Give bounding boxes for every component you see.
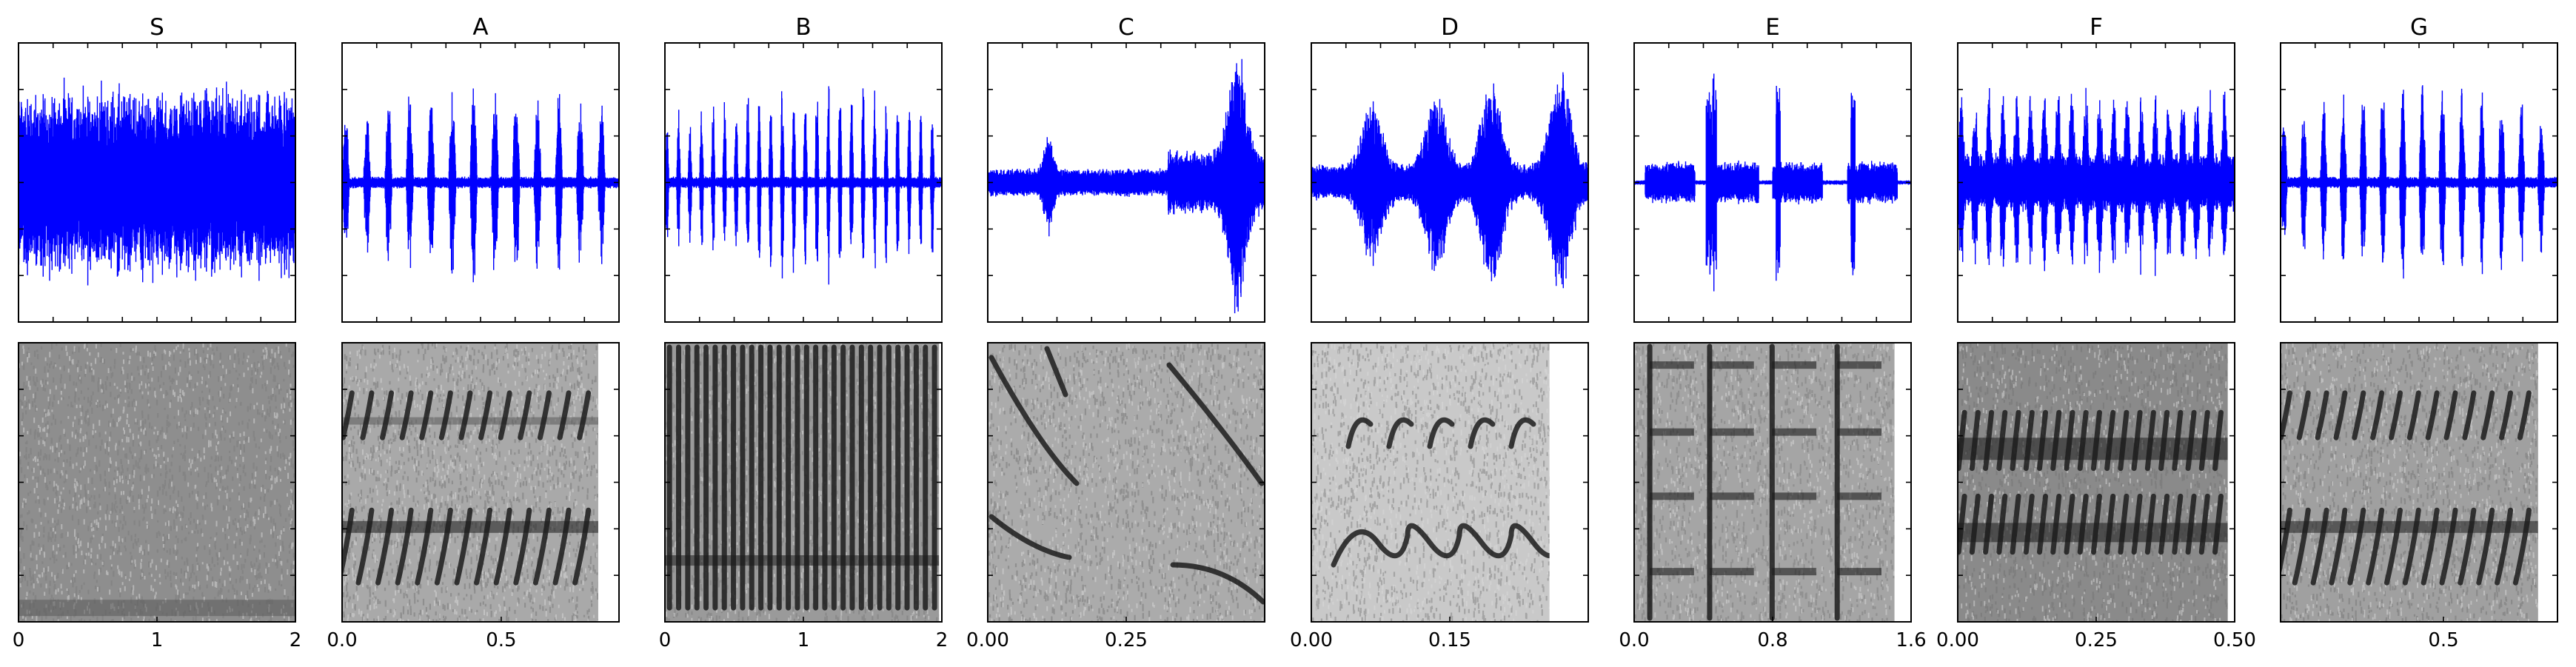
waveform-line (665, 86, 942, 285)
panel-title: S (150, 14, 164, 41)
waveform-line (342, 88, 619, 283)
spectrogram-panel-a: 0.0 0.5 (327, 342, 620, 651)
spectrogram-noise (342, 343, 598, 622)
x-tick-label: 0 (13, 629, 25, 651)
panel-title: D (1441, 14, 1459, 41)
spectrogram-noise-light (2281, 343, 2538, 622)
spectrogram-image (1311, 343, 1550, 622)
spectrogram-panel-e: 0.0 0.8 1.6 (1619, 342, 1927, 651)
spectral-contour (2281, 390, 2532, 586)
spectral-band (342, 417, 598, 425)
harmonic-band (1709, 568, 1754, 576)
waveform-panel-f: F (1957, 14, 2235, 323)
panel-title: E (1765, 14, 1780, 41)
x-tick-label: 0.00 (1290, 629, 1333, 651)
harmonic-band (1709, 492, 1754, 500)
harmonic-band (1650, 492, 1694, 500)
spectrogram-noise-light (1311, 343, 1550, 622)
waveform-panel-e: E (1633, 14, 1912, 323)
waveform-panel-s: S (18, 14, 296, 323)
waveform-line (1311, 72, 1588, 289)
harmonic-band (1837, 492, 1881, 500)
x-tick-label: 0.0 (327, 629, 357, 651)
x-tick-label: 0.00 (966, 629, 1009, 651)
spectral-contour (666, 344, 937, 611)
spectrogram-panel-c: 0.00 0.25 (966, 342, 1265, 651)
harmonic-band (1772, 428, 1817, 436)
x-tick-label: 0.15 (1428, 629, 1471, 651)
x-tick-label: 0.50 (2213, 629, 2256, 651)
x-tick-label: 2 (290, 629, 302, 651)
harmonic-band (1650, 568, 1694, 576)
spectrogram-noise (19, 343, 295, 622)
harmonic-band (1772, 568, 1817, 576)
spectral-band (2281, 520, 2538, 533)
x-tick-label: 0.00 (1936, 629, 1979, 651)
panel-title: B (795, 14, 811, 41)
x-tick-label: 0.25 (1105, 629, 1148, 651)
waveform-panel-g: G (2280, 14, 2558, 323)
spectrogram-noise (1311, 343, 1550, 622)
spectrogram-panel-b: 0 1 2 (659, 342, 949, 651)
spectral-contour (1331, 417, 1550, 568)
harmonic-band (1772, 492, 1817, 500)
panel-title: F (2090, 14, 2103, 41)
spectrogram-noise-light (1958, 343, 2228, 622)
spectrogram-noise-light (342, 343, 598, 622)
spectrogram-panel-s: 0 1 2 (13, 342, 302, 651)
panels-layer: S A B C D E F G0 1 2 0.0 0.5 0 1 2 0.00 0.25 0.00 0.15 0.0 0… (13, 14, 2558, 651)
spectral-contour (1647, 343, 1840, 621)
x-tick-label: 1 (797, 629, 810, 651)
x-tick-label: 0.5 (486, 629, 516, 651)
x-tick-label: 0 (659, 629, 672, 651)
waveform-panel-c: C (987, 14, 1265, 323)
waveform-line (988, 58, 1265, 314)
spectrogram-panel-g: 0.5 (2280, 342, 2558, 651)
waveform-panel-a: A (341, 14, 620, 323)
x-tick-label: 0.5 (2428, 629, 2458, 651)
harmonic-band (1650, 428, 1694, 436)
spectrogram-noise (1634, 343, 1895, 622)
waveform-panel-b: B (664, 14, 943, 323)
spectrogram-noise-light (19, 343, 295, 622)
harmonic-band (1837, 361, 1881, 369)
spectrogram-panel-d: 0.00 0.15 (1290, 342, 1589, 651)
harmonic-band (1709, 428, 1754, 436)
spectral-contour (342, 390, 592, 586)
spectrogram-image (19, 343, 295, 622)
spectrogram-panel-f: 0.00 0.25 0.50 (1936, 342, 2256, 651)
x-tick-label: 0.8 (1757, 629, 1787, 651)
harmonic-band (1837, 568, 1881, 576)
x-tick-label: 1.6 (1896, 629, 1926, 651)
harmonic-band (1772, 361, 1817, 369)
panel-title: A (472, 14, 488, 41)
spectral-contour (988, 346, 1265, 605)
panel-title: C (1118, 14, 1134, 41)
x-tick-label: 2 (936, 629, 949, 651)
harmonic-band (1709, 361, 1754, 369)
x-tick-label: 1 (151, 629, 164, 651)
spectral-contour (1958, 409, 2224, 555)
waveform-panel-d: D (1311, 14, 1589, 323)
harmonic-band (1650, 361, 1694, 369)
spectrogram-noise (1958, 343, 2228, 622)
harmonic-band (1837, 428, 1881, 436)
spectrogram-image (1634, 343, 1895, 622)
spectrogram-noise (2281, 343, 2538, 622)
x-tick-label: 0.25 (2075, 629, 2118, 651)
spectral-band (19, 600, 295, 617)
x-tick-label: 0.0 (1619, 629, 1649, 651)
spectrogram-image (1958, 343, 2228, 622)
panel-title: G (2410, 14, 2428, 41)
